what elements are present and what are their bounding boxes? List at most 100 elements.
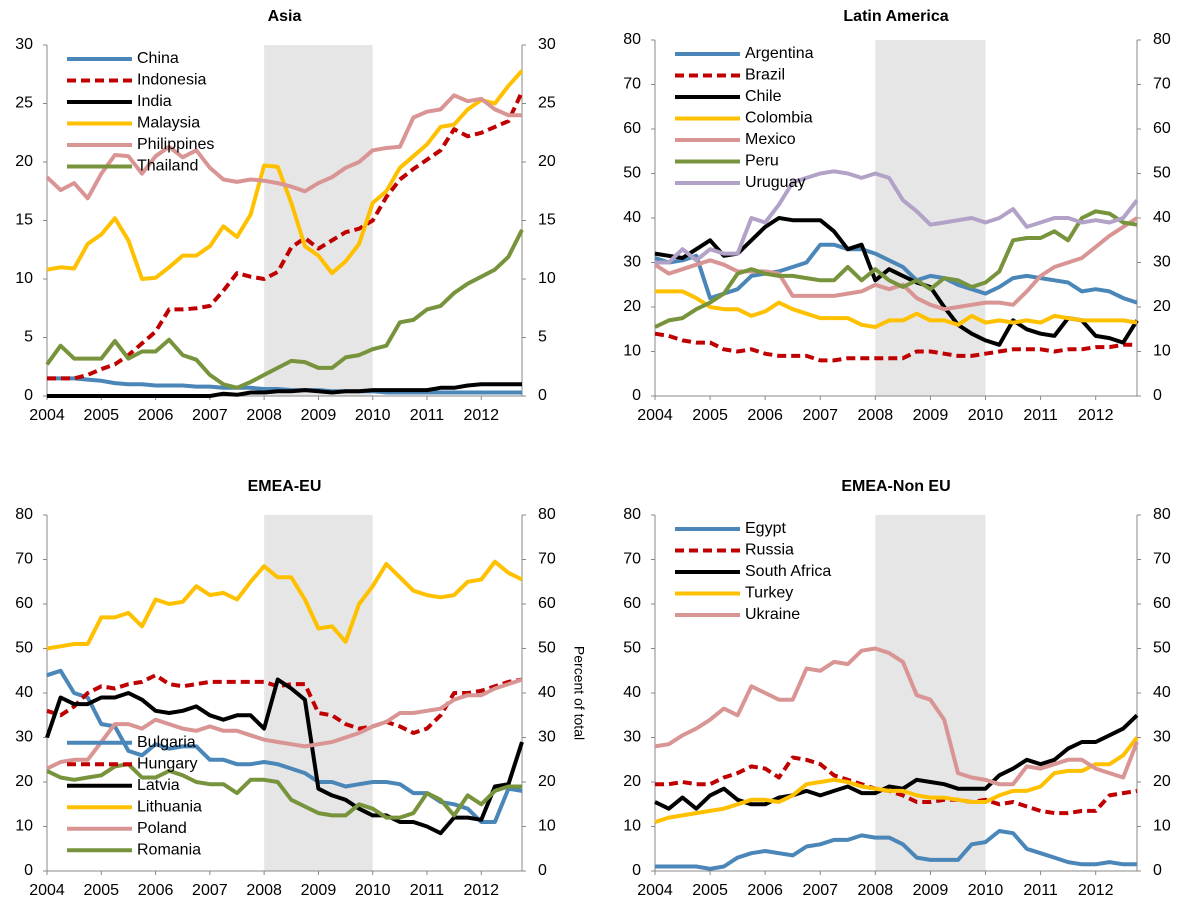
- legend-label: Hungary: [137, 755, 197, 772]
- x-tick-label: 2010: [355, 882, 391, 899]
- y-tick-label: 80: [623, 506, 641, 523]
- y-tick-label: 50: [623, 640, 641, 657]
- series-line: [45, 93, 522, 201]
- y-tick-label: 20: [15, 153, 33, 170]
- y-tick-label: 70: [15, 551, 33, 568]
- legend-label: Argentina: [745, 45, 814, 62]
- x-tick-label: 2009: [301, 882, 337, 899]
- y2-tick-label: 25: [538, 95, 556, 112]
- y2-tick-label: 80: [538, 506, 556, 523]
- series-line: [45, 677, 524, 836]
- x-tick-label: 2004: [29, 407, 65, 424]
- y-tick-label: 70: [623, 76, 641, 93]
- legend-label: Russia: [745, 542, 794, 559]
- series-line: [46, 559, 523, 651]
- y2-axis-label: Percent of total: [571, 646, 587, 740]
- y2-tick-label: 30: [538, 729, 556, 746]
- legend-label: India: [137, 93, 172, 110]
- y-tick-label: 0: [24, 862, 33, 879]
- y-tick-label: 30: [623, 254, 641, 271]
- y2-tick-label: 50: [538, 640, 556, 657]
- x-tick-label: 2007: [802, 882, 838, 899]
- y2-tick-label: 80: [1153, 31, 1171, 48]
- y2-tick-label: 10: [1153, 343, 1171, 360]
- x-tick-label: 2004: [637, 882, 673, 899]
- x-tick-label: 2012: [463, 407, 499, 424]
- legend-label: Peru: [745, 153, 779, 170]
- y-tick-label: 40: [623, 209, 641, 226]
- series-line: [654, 209, 1138, 329]
- y2-tick-label: 15: [538, 212, 556, 229]
- y-tick-label: 50: [15, 640, 33, 657]
- y2-tick-label: 10: [1153, 818, 1171, 835]
- shaded-period: [875, 515, 986, 871]
- x-tick-label: 2005: [692, 407, 728, 424]
- y-tick-label: 10: [623, 818, 641, 835]
- legend-label: Indonesia: [137, 72, 206, 89]
- y2-tick-label: 20: [538, 773, 556, 790]
- y2-tick-label: 60: [1153, 595, 1171, 612]
- shaded-period: [264, 515, 373, 871]
- y-tick-label: 10: [623, 343, 641, 360]
- legend-label: Bulgaria: [137, 734, 196, 751]
- y-tick-label: 30: [15, 36, 33, 53]
- y-tick-label: 10: [15, 818, 33, 835]
- y-tick-label: 60: [623, 595, 641, 612]
- y-tick-label: 40: [15, 684, 33, 701]
- x-tick-label: 2010: [355, 407, 391, 424]
- legend-label: China: [137, 50, 179, 67]
- legend-label: Latvia: [137, 777, 180, 794]
- y2-tick-label: 30: [1153, 729, 1171, 746]
- y2-tick-label: 20: [1153, 298, 1171, 315]
- legend-label: Brazil: [745, 67, 785, 84]
- x-tick-label: 2008: [858, 407, 894, 424]
- x-tick-label: 2006: [747, 882, 783, 899]
- x-tick-label: 2006: [138, 407, 174, 424]
- x-tick-label: 2008: [246, 407, 282, 424]
- series-line: [654, 242, 1138, 305]
- legend-label: Colombia: [745, 110, 813, 127]
- series-line: [653, 216, 1139, 312]
- y2-tick-label: 20: [538, 153, 556, 170]
- legend-label: Poland: [137, 820, 187, 837]
- y-tick-label: 20: [623, 773, 641, 790]
- y-tick-label: 25: [15, 95, 33, 112]
- y-tick-label: 10: [15, 270, 33, 287]
- x-tick-label: 2011: [1023, 407, 1058, 424]
- y2-tick-label: 30: [538, 36, 556, 53]
- x-tick-label: 2008: [858, 882, 894, 899]
- x-tick-label: 2004: [637, 407, 673, 424]
- series-line: [47, 382, 522, 398]
- x-tick-label: 2007: [192, 882, 228, 899]
- y2-tick-label: 60: [1153, 120, 1171, 137]
- panel: EMEA-Non EU 0 10 20 30 40 50 60 70 80 0 10 20 30 40 50 6…: [623, 478, 1171, 899]
- y-tick-label: 0: [632, 387, 641, 404]
- y2-tick-label: 70: [1153, 76, 1171, 93]
- y2-tick-label: 10: [538, 818, 556, 835]
- x-tick-label: 2011: [410, 407, 445, 424]
- y2-tick-label: 0: [1153, 387, 1162, 404]
- series-line: [655, 169, 1139, 265]
- x-tick-label: 2007: [192, 407, 228, 424]
- legend-label: Lithuania: [137, 798, 202, 815]
- y-tick-label: 30: [623, 729, 641, 746]
- y2-tick-label: 40: [1153, 684, 1171, 701]
- y2-tick-label: 70: [1153, 551, 1171, 568]
- series-line: [45, 228, 524, 390]
- chart-title: EMEA-EU: [248, 478, 322, 495]
- legend-label: Thailand: [137, 158, 198, 175]
- y-tick-label: 80: [15, 506, 33, 523]
- x-tick-label: 2004: [29, 882, 65, 899]
- y-tick-label: 70: [623, 551, 641, 568]
- y-tick-label: 20: [623, 298, 641, 315]
- chart-title: EMEA-Non EU: [841, 478, 950, 495]
- x-tick-label: 2011: [1023, 882, 1058, 899]
- legend-label: Ukraine: [745, 606, 800, 623]
- legend-label: Egypt: [745, 520, 786, 537]
- y-tick-label: 15: [15, 212, 33, 229]
- y-tick-label: 60: [623, 120, 641, 137]
- panel: Latin America 0 10 20 30 40 50 60 70 80 0 10 20 30 40 5…: [623, 8, 1171, 424]
- y2-tick-label: 5: [538, 329, 547, 346]
- series-line: [654, 646, 1139, 787]
